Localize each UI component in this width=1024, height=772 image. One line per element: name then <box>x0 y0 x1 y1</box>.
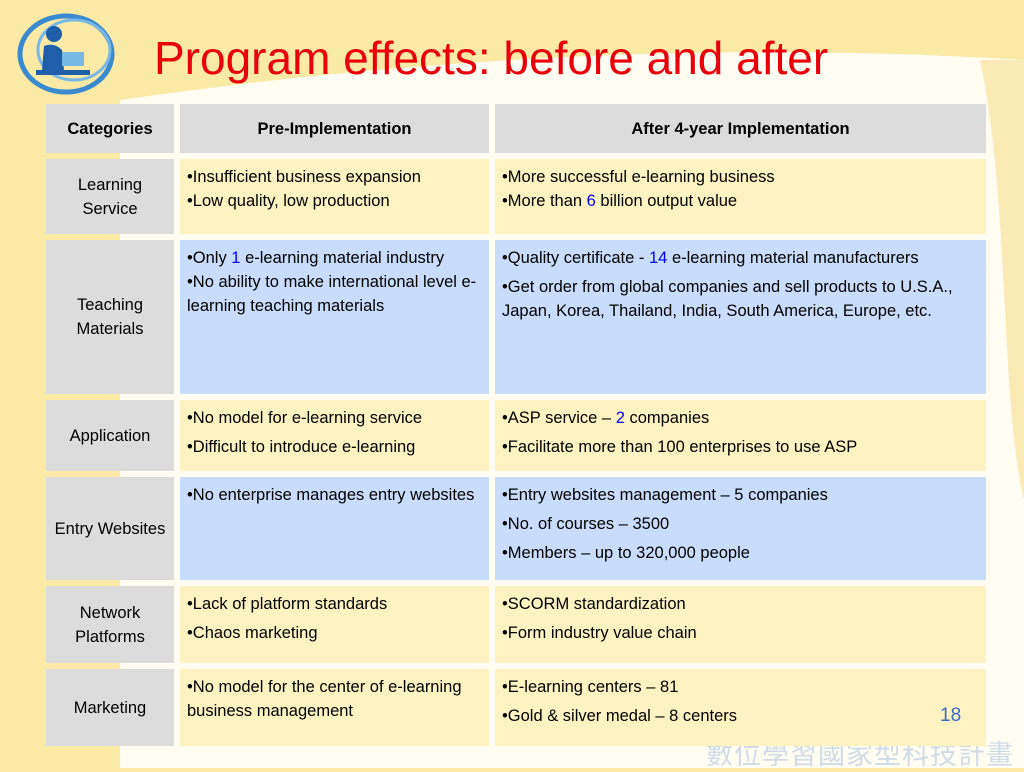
bullet-item: •Quality certificate - 14 e-learning mat… <box>502 246 979 270</box>
table-row: Marketing •No model for the center of e-l… <box>46 669 986 746</box>
pre-implementation-cell: •No model for e-learning service •Difficu… <box>180 400 489 471</box>
post-implementation-cell: •SCORM standardization •Form industry val… <box>495 586 986 663</box>
bullet-text: •More than <box>502 192 587 210</box>
bullet-text: •Facilitate more than 100 enterprises to… <box>502 438 858 456</box>
post-implementation-cell: •Quality certificate - 14 e-learning mat… <box>495 240 986 394</box>
post-implementation-cell: •Entry websites management – 5 companies… <box>495 477 986 580</box>
bullet-item: •No enterprise manages entry websites <box>187 483 482 507</box>
post-implementation-cell: •E-learning centers – 81 •Gold & silver m… <box>495 669 986 746</box>
bullet-text: •Lack of platform standards <box>187 595 388 613</box>
bullet-text: •Form industry value chain <box>502 624 697 642</box>
category-cell: Marketing <box>46 669 174 746</box>
bullet-item: •No ability to make international level … <box>187 270 482 318</box>
table-header-row: Categories Pre-Implementation After 4-ye… <box>46 104 986 153</box>
bullet-item: •Entry websites management – 5 companies <box>502 483 979 507</box>
bullet-text: •Quality certificate - <box>502 249 649 267</box>
bullet-text-continued: e-learning material manufacturers <box>667 249 919 267</box>
bullet-item: •Members – up to 320,000 people <box>502 541 979 565</box>
table-body: Learning Service •Insufficient business e… <box>46 159 986 746</box>
comparison-table: Categories Pre-Implementation After 4-ye… <box>46 104 986 752</box>
table-row: Learning Service •Insufficient business e… <box>46 159 986 234</box>
pre-implementation-cell: •Lack of platform standards •Chaos market… <box>180 586 489 663</box>
post-implementation-cell: •More successful e-learning business •Mor… <box>495 159 986 234</box>
bullet-text: •Get order from global companies and sel… <box>502 278 953 320</box>
page-number: 18 <box>940 705 962 726</box>
bullet-text-continued: billion output value <box>595 192 738 210</box>
highlighted-number: 6 <box>586 192 596 210</box>
bullet-text: •No model for the center of e-learning b… <box>187 678 462 720</box>
pre-implementation-cell: •No model for the center of e-learning b… <box>180 669 489 746</box>
bullet-item: •ASP service – 2 companies <box>502 406 979 430</box>
bullet-text: •Low quality, low production <box>187 192 390 210</box>
pre-implementation-cell: •Insufficient business expansion •Low qua… <box>180 159 489 234</box>
bullet-text: •E-learning centers – 81 <box>502 678 679 696</box>
bullet-item: •E-learning centers – 81 <box>502 675 979 699</box>
post-implementation-cell: •ASP service – 2 companies •Facilitate mo… <box>495 400 986 471</box>
pre-implementation-cell: •No enterprise manages entry websites <box>180 477 489 580</box>
bullet-text: •Difficult to introduce e-learning <box>187 438 416 456</box>
table-row: Teaching Materials •Only 1 e-learning mat… <box>46 240 986 394</box>
bullet-item: •Form industry value chain <box>502 621 979 645</box>
bullet-item: •No. of courses – 3500 <box>502 512 979 536</box>
bullet-text: •Chaos marketing <box>187 624 318 642</box>
bullet-text: •No enterprise manages entry websites <box>187 486 475 504</box>
bullet-text: •Members – up to 320,000 people <box>502 544 750 562</box>
bullet-text: •Insufficient business expansion <box>187 168 421 186</box>
bullet-item: •Difficult to introduce e-learning <box>187 435 482 459</box>
highlighted-number: 2 <box>615 409 625 427</box>
bullet-item: •More successful e-learning business <box>502 165 979 189</box>
bullet-item: •No model for the center of e-learning b… <box>187 675 482 723</box>
table-row: Entry Websites •No enterprise manages ent… <box>46 477 986 580</box>
category-cell: Application <box>46 400 174 471</box>
bullet-text: •No ability to make international level … <box>187 273 477 315</box>
highlighted-number: 14 <box>649 249 668 267</box>
highlighted-number: 1 <box>231 249 241 267</box>
category-cell: Learning Service <box>46 159 174 234</box>
bullet-text-continued: companies <box>624 409 710 427</box>
bullet-text: •Entry websites management – 5 companies <box>502 486 828 504</box>
category-cell: Teaching Materials <box>46 240 174 394</box>
bullet-item: •Only 1 e-learning material industry <box>187 246 482 270</box>
bullet-text: •Gold & silver medal – 8 centers <box>502 707 738 725</box>
table-row: Application •No model for e-learning serv… <box>46 400 986 471</box>
bullet-text: •No. of courses – 3500 <box>502 515 670 533</box>
bullet-item: •No model for e-learning service <box>187 406 482 430</box>
header-pre-implementation: Pre-Implementation <box>180 104 489 153</box>
header-after-implementation: After 4-year Implementation <box>495 104 986 153</box>
bullet-item: •SCORM standardization <box>502 592 979 616</box>
header-categories: Categories <box>46 104 174 153</box>
bullet-item: •Chaos marketing <box>187 621 482 645</box>
bullet-item: •Lack of platform standards <box>187 592 482 616</box>
bullet-item: •Facilitate more than 100 enterprises to… <box>502 435 979 459</box>
category-cell: Entry Websites <box>46 477 174 580</box>
bullet-item: •Insufficient business expansion <box>187 165 482 189</box>
slide-title: Program effects: before and after <box>154 32 829 84</box>
bullet-text: •Only <box>187 249 232 267</box>
bullet-item: •More than 6 billion output value <box>502 189 979 213</box>
bullet-text: •No model for e-learning service <box>187 409 423 427</box>
bullet-item: •Gold & silver medal – 8 centers <box>502 704 979 728</box>
e-learning-logo-icon <box>17 13 115 95</box>
bullet-item: •Get order from global companies and sel… <box>502 275 979 323</box>
pre-implementation-cell: •Only 1 e-learning material industry •No … <box>180 240 489 394</box>
category-cell: Network Platforms <box>46 586 174 663</box>
bullet-text: •More successful e-learning business <box>502 168 775 186</box>
bullet-text-continued: e-learning material industry <box>240 249 445 267</box>
bullet-text: •SCORM standardization <box>502 595 686 613</box>
bullet-text: •ASP service – <box>502 409 616 427</box>
bullet-item: •Low quality, low production <box>187 189 482 213</box>
table-row: Network Platforms •Lack of platform stand… <box>46 586 986 663</box>
